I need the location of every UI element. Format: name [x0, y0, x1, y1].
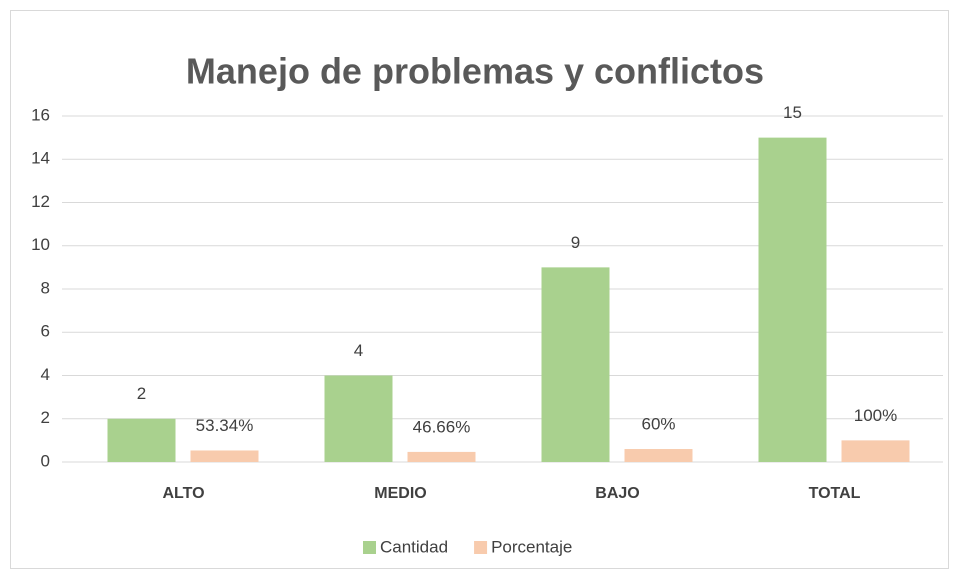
bar	[624, 449, 693, 462]
legend-label: Cantidad	[380, 537, 448, 556]
y-tick-label: 4	[41, 365, 50, 384]
y-tick-label: 6	[41, 322, 50, 341]
data-label: 9	[571, 233, 580, 252]
legend-swatch	[363, 541, 376, 554]
x-tick-label: TOTAL	[809, 485, 861, 502]
data-label: 100%	[854, 406, 897, 425]
x-tick-label: ALTO	[162, 485, 204, 502]
y-tick-label: 0	[41, 451, 50, 470]
y-tick-label: 16	[31, 105, 50, 124]
y-tick-label: 12	[31, 192, 50, 211]
y-tick-label: 14	[31, 149, 50, 168]
data-label: 4	[354, 341, 363, 360]
data-label: 60%	[641, 415, 675, 434]
bar	[190, 450, 259, 462]
y-tick-label: 2	[41, 408, 50, 427]
bar	[541, 267, 610, 462]
bar	[841, 440, 910, 462]
bar	[107, 418, 176, 462]
data-label: 46.66%	[413, 417, 471, 436]
y-tick-label: 10	[31, 235, 50, 254]
bar	[407, 451, 476, 462]
data-label: 53.34%	[196, 416, 254, 435]
data-label: 15	[783, 103, 802, 122]
y-tick-label: 8	[41, 278, 50, 297]
x-tick-label: MEDIO	[374, 485, 426, 502]
bar	[758, 137, 827, 462]
legend-swatch	[474, 541, 488, 554]
bar	[324, 375, 393, 462]
chart-title: Manejo de problemas y conflictos	[186, 51, 764, 92]
x-tick-label: BAJO	[595, 485, 639, 502]
data-label: 2	[137, 384, 146, 403]
legend-label: Porcentaje	[491, 537, 572, 556]
